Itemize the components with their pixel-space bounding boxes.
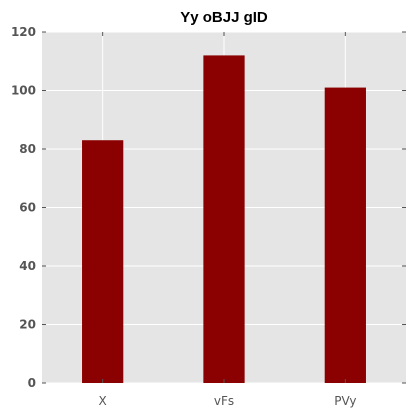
bar-vFs: [203, 55, 245, 384]
xtick-label: PVy: [334, 394, 356, 408]
chart-title: Yy oBJJ gID: [180, 9, 268, 26]
xtick-label: vFs: [214, 394, 234, 408]
ytick-label: 80: [19, 142, 36, 156]
axis-ticks: 0 20 40 60 80 100 120 X vFs PVy: [11, 25, 406, 408]
ytick-label: 120: [11, 25, 36, 39]
bar-PVy: [324, 87, 366, 383]
ytick-label: 100: [11, 84, 36, 98]
bar-X: [82, 140, 124, 383]
ytick-label: 60: [19, 201, 36, 215]
ytick-label: 40: [19, 259, 36, 273]
ytick-label: 20: [19, 318, 36, 332]
ytick-label: 0: [28, 376, 36, 390]
xtick-label: X: [99, 394, 107, 408]
bar-series: [82, 55, 366, 384]
